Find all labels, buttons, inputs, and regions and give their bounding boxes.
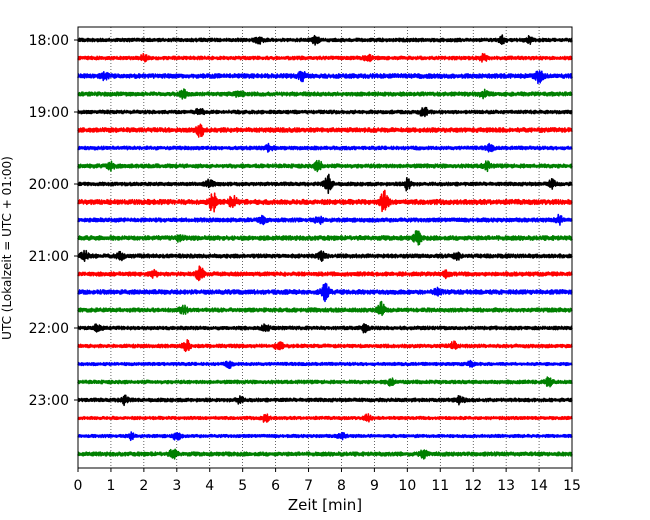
seismogram-trace [77,282,573,303]
plot-frame [77,26,573,469]
y-axis-ticks: 18:00 19:00 20:00 21:00 22:00 23:00 [29,33,78,409]
seismogram-trace [77,376,573,388]
seismogram-trace [77,431,573,442]
seismogram-trace [77,34,573,46]
y-tick-label: 21:00 [29,249,69,265]
seismogram-trace [77,394,573,407]
x-tick-label: 13 [497,478,515,494]
x-tick-label: 10 [398,478,416,494]
seismogram-trace [77,413,573,423]
seismogram-trace [77,339,573,353]
seismogram-trace [77,322,573,334]
seismogram-traces [77,34,573,460]
x-tick-label: 12 [464,478,482,494]
x-tick-label: 15 [563,478,581,494]
x-tick-label: 7 [304,478,313,494]
seismogram-trace [77,106,573,118]
seismogram-trace [77,300,573,317]
x-tick-label: 4 [205,478,214,494]
x-tick-label: 5 [238,478,247,494]
x-tick-label: 3 [172,478,181,494]
seismogram-trace [77,70,573,85]
seismogram-trace [77,142,573,153]
x-tick-label: 1 [106,478,115,494]
seismogram-trace [77,213,573,226]
y-tick-label: 20:00 [29,177,69,193]
y-tick-label: 22:00 [29,321,69,337]
y-tick-label: 19:00 [29,105,69,121]
seismogram-trace [77,249,573,263]
seismogram-trace [77,265,573,282]
seismogram-trace [77,52,573,63]
x-tick-label: 8 [337,478,346,494]
seismogram-trace [77,123,573,138]
seismogram-trace [77,230,573,246]
x-axis-ticks: 0 1 2 3 4 5 6 7 8 9 10 11 12 13 14 15 [74,468,581,494]
seismogram-trace [77,173,573,195]
x-tick-label: 6 [271,478,280,494]
seismogram-trace [77,159,573,173]
y-tick-label: 18:00 [29,33,69,49]
x-axis-label: Zeit [min] [288,496,362,514]
x-tick-label: 9 [370,478,379,494]
x-tick-label: 14 [530,478,548,494]
seismogram-trace [77,359,573,370]
x-tick-label: 0 [74,478,83,494]
y-tick-label: 23:00 [29,393,69,409]
x-tick-label: 2 [139,478,148,494]
seismogram-trace [77,189,573,213]
seismogram-trace [77,88,573,100]
plot-background [78,27,572,468]
x-tick-label: 11 [431,478,449,494]
y-axis-label: UTC (Lokalzeit = UTC + 01:00) [0,156,14,340]
seismogram-trace [77,448,573,460]
